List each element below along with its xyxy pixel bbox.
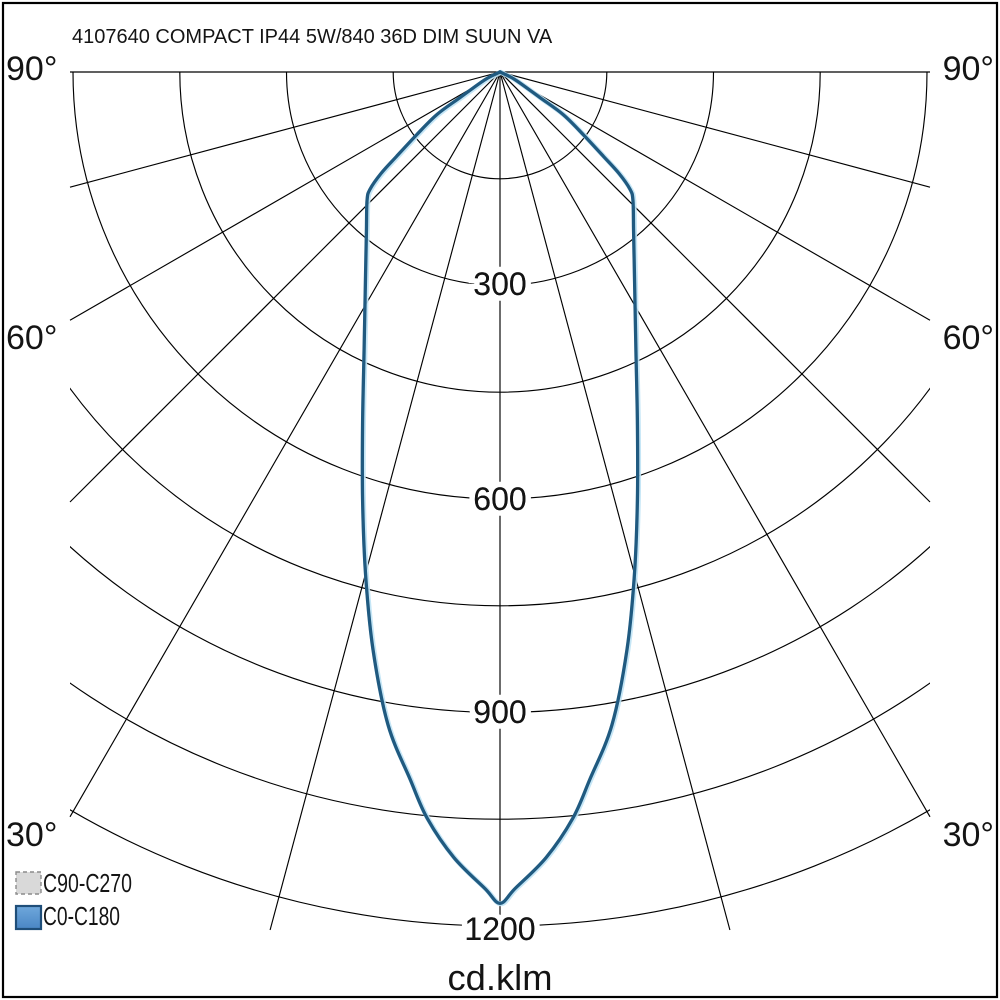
svg-text:900: 900: [473, 694, 526, 730]
svg-text:C90-C270: C90-C270: [43, 868, 132, 898]
svg-text:90°: 90°: [943, 50, 994, 88]
svg-text:30°: 30°: [943, 816, 994, 854]
svg-text:90°: 90°: [6, 50, 57, 88]
svg-text:1200: 1200: [464, 911, 535, 947]
svg-text:600: 600: [473, 481, 526, 517]
svg-text:cd.klm: cd.klm: [448, 957, 553, 998]
svg-text:C0-C180: C0-C180: [43, 901, 120, 931]
svg-text:4107640 COMPACT IP44 5W/840 36: 4107640 COMPACT IP44 5W/840 36D DIM SUUN…: [72, 26, 553, 48]
svg-text:60°: 60°: [943, 319, 994, 357]
svg-text:60°: 60°: [6, 319, 57, 357]
svg-text:30°: 30°: [6, 816, 57, 854]
svg-text:300: 300: [473, 266, 526, 302]
